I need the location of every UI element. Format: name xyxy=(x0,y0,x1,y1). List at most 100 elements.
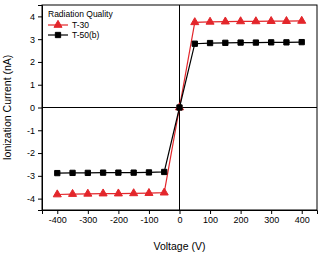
tick: 0 xyxy=(177,210,182,225)
tick-mark xyxy=(210,210,211,214)
y-axis-title: Ionization Current (nA) xyxy=(1,55,13,161)
marker xyxy=(299,39,304,44)
tick-mark xyxy=(149,210,150,214)
marker xyxy=(130,189,138,196)
tick-label: 100 xyxy=(203,215,218,225)
marker xyxy=(237,17,245,24)
legend-entry: T-30 xyxy=(48,20,89,30)
tick-label: 1 xyxy=(30,80,35,90)
tick: -3 xyxy=(27,171,42,181)
marker xyxy=(69,189,77,196)
marker xyxy=(84,189,92,196)
tick: -100 xyxy=(140,210,158,225)
tick-mark xyxy=(38,16,42,17)
marks xyxy=(53,16,305,197)
tick: 300 xyxy=(264,210,279,225)
tick: -4 xyxy=(27,194,42,204)
marker xyxy=(252,17,260,24)
marker xyxy=(223,40,228,45)
axis-line xyxy=(38,6,43,211)
tick-mark xyxy=(118,210,119,214)
chart: -400 -300 -200 -100 0 100 200 300 400 -4 -3 -2 -1 0 1 2… xyxy=(0,0,322,260)
legend-marker xyxy=(55,32,60,37)
tick-mark xyxy=(241,210,242,214)
tick: -1 xyxy=(27,126,42,136)
tick: -300 xyxy=(79,210,97,225)
marker xyxy=(177,105,182,110)
tick-mark xyxy=(38,130,42,131)
marker xyxy=(162,169,167,174)
axis-line xyxy=(43,211,318,215)
y-axis: -4 -3 -2 -1 0 1 2 3 4 xyxy=(27,6,43,211)
tick-label: 300 xyxy=(264,215,279,225)
tick: 0 xyxy=(30,103,42,113)
tick-label: 400 xyxy=(295,215,310,225)
tick-mark xyxy=(38,108,42,109)
tick-mark xyxy=(271,210,272,214)
tick-label: -100 xyxy=(140,215,158,225)
series-line xyxy=(57,21,301,195)
marker xyxy=(99,189,107,196)
tick-mark xyxy=(38,62,42,63)
tick-label: 3 xyxy=(30,35,35,45)
marker xyxy=(253,40,258,45)
legend-entry: T-50(b) xyxy=(48,30,100,40)
marker xyxy=(146,170,151,175)
marker xyxy=(100,170,105,175)
tick-label: -400 xyxy=(49,215,67,225)
marker xyxy=(85,170,90,175)
legend-label: T-50(b) xyxy=(72,30,100,40)
tick-mark xyxy=(57,210,58,214)
legend-marker xyxy=(54,20,62,27)
marker xyxy=(267,17,275,24)
marker xyxy=(269,40,274,45)
tick-mark xyxy=(38,85,42,86)
tick-label: -4 xyxy=(27,194,35,204)
marker xyxy=(55,170,60,175)
tick-label: -2 xyxy=(27,148,35,158)
tick-label: 0 xyxy=(30,103,35,113)
tick-mark xyxy=(302,210,303,214)
tick-label: -3 xyxy=(27,171,35,181)
x-axis: -400 -300 -200 -100 0 100 200 300 400 xyxy=(43,210,318,225)
tick-mark xyxy=(88,210,89,214)
tick: -200 xyxy=(110,210,128,225)
marker xyxy=(238,40,243,45)
marker xyxy=(298,16,306,23)
tick: 400 xyxy=(295,210,310,225)
tick: 4 xyxy=(30,12,42,22)
marker xyxy=(284,40,289,45)
tick-label: 0 xyxy=(177,215,182,225)
tick: -400 xyxy=(49,210,67,225)
tick-mark xyxy=(38,153,42,154)
tick-mark xyxy=(38,176,42,177)
tick-mark xyxy=(38,199,42,200)
marker xyxy=(116,170,121,175)
tick: 3 xyxy=(30,35,42,45)
tick-label: 4 xyxy=(30,12,35,22)
x-axis-title: Voltage (V) xyxy=(154,240,206,252)
tick-label: -300 xyxy=(79,215,97,225)
tick: 2 xyxy=(30,57,42,67)
tick: -2 xyxy=(27,148,42,158)
tick: 200 xyxy=(234,210,249,225)
tick-label: -200 xyxy=(110,215,128,225)
marker xyxy=(206,17,214,24)
plot: -400 -300 -200 -100 0 100 200 300 400 -4 -3 -2 -1 0 1 2… xyxy=(27,5,318,225)
marker xyxy=(145,189,153,196)
tick: 100 xyxy=(203,210,218,225)
series-line xyxy=(57,42,301,173)
marker xyxy=(131,170,136,175)
plot-frame xyxy=(42,5,317,210)
marker xyxy=(175,103,183,110)
tick-label: 200 xyxy=(234,215,249,225)
marker xyxy=(192,41,197,46)
legend: Radiation QualityT-30T-50(b) xyxy=(48,9,113,40)
marker xyxy=(221,17,229,24)
marker xyxy=(282,17,290,24)
marker xyxy=(207,40,212,45)
tick: 1 xyxy=(30,80,42,90)
marker xyxy=(70,170,75,175)
tick-mark xyxy=(38,39,42,40)
legend-label: T-30 xyxy=(72,20,89,30)
